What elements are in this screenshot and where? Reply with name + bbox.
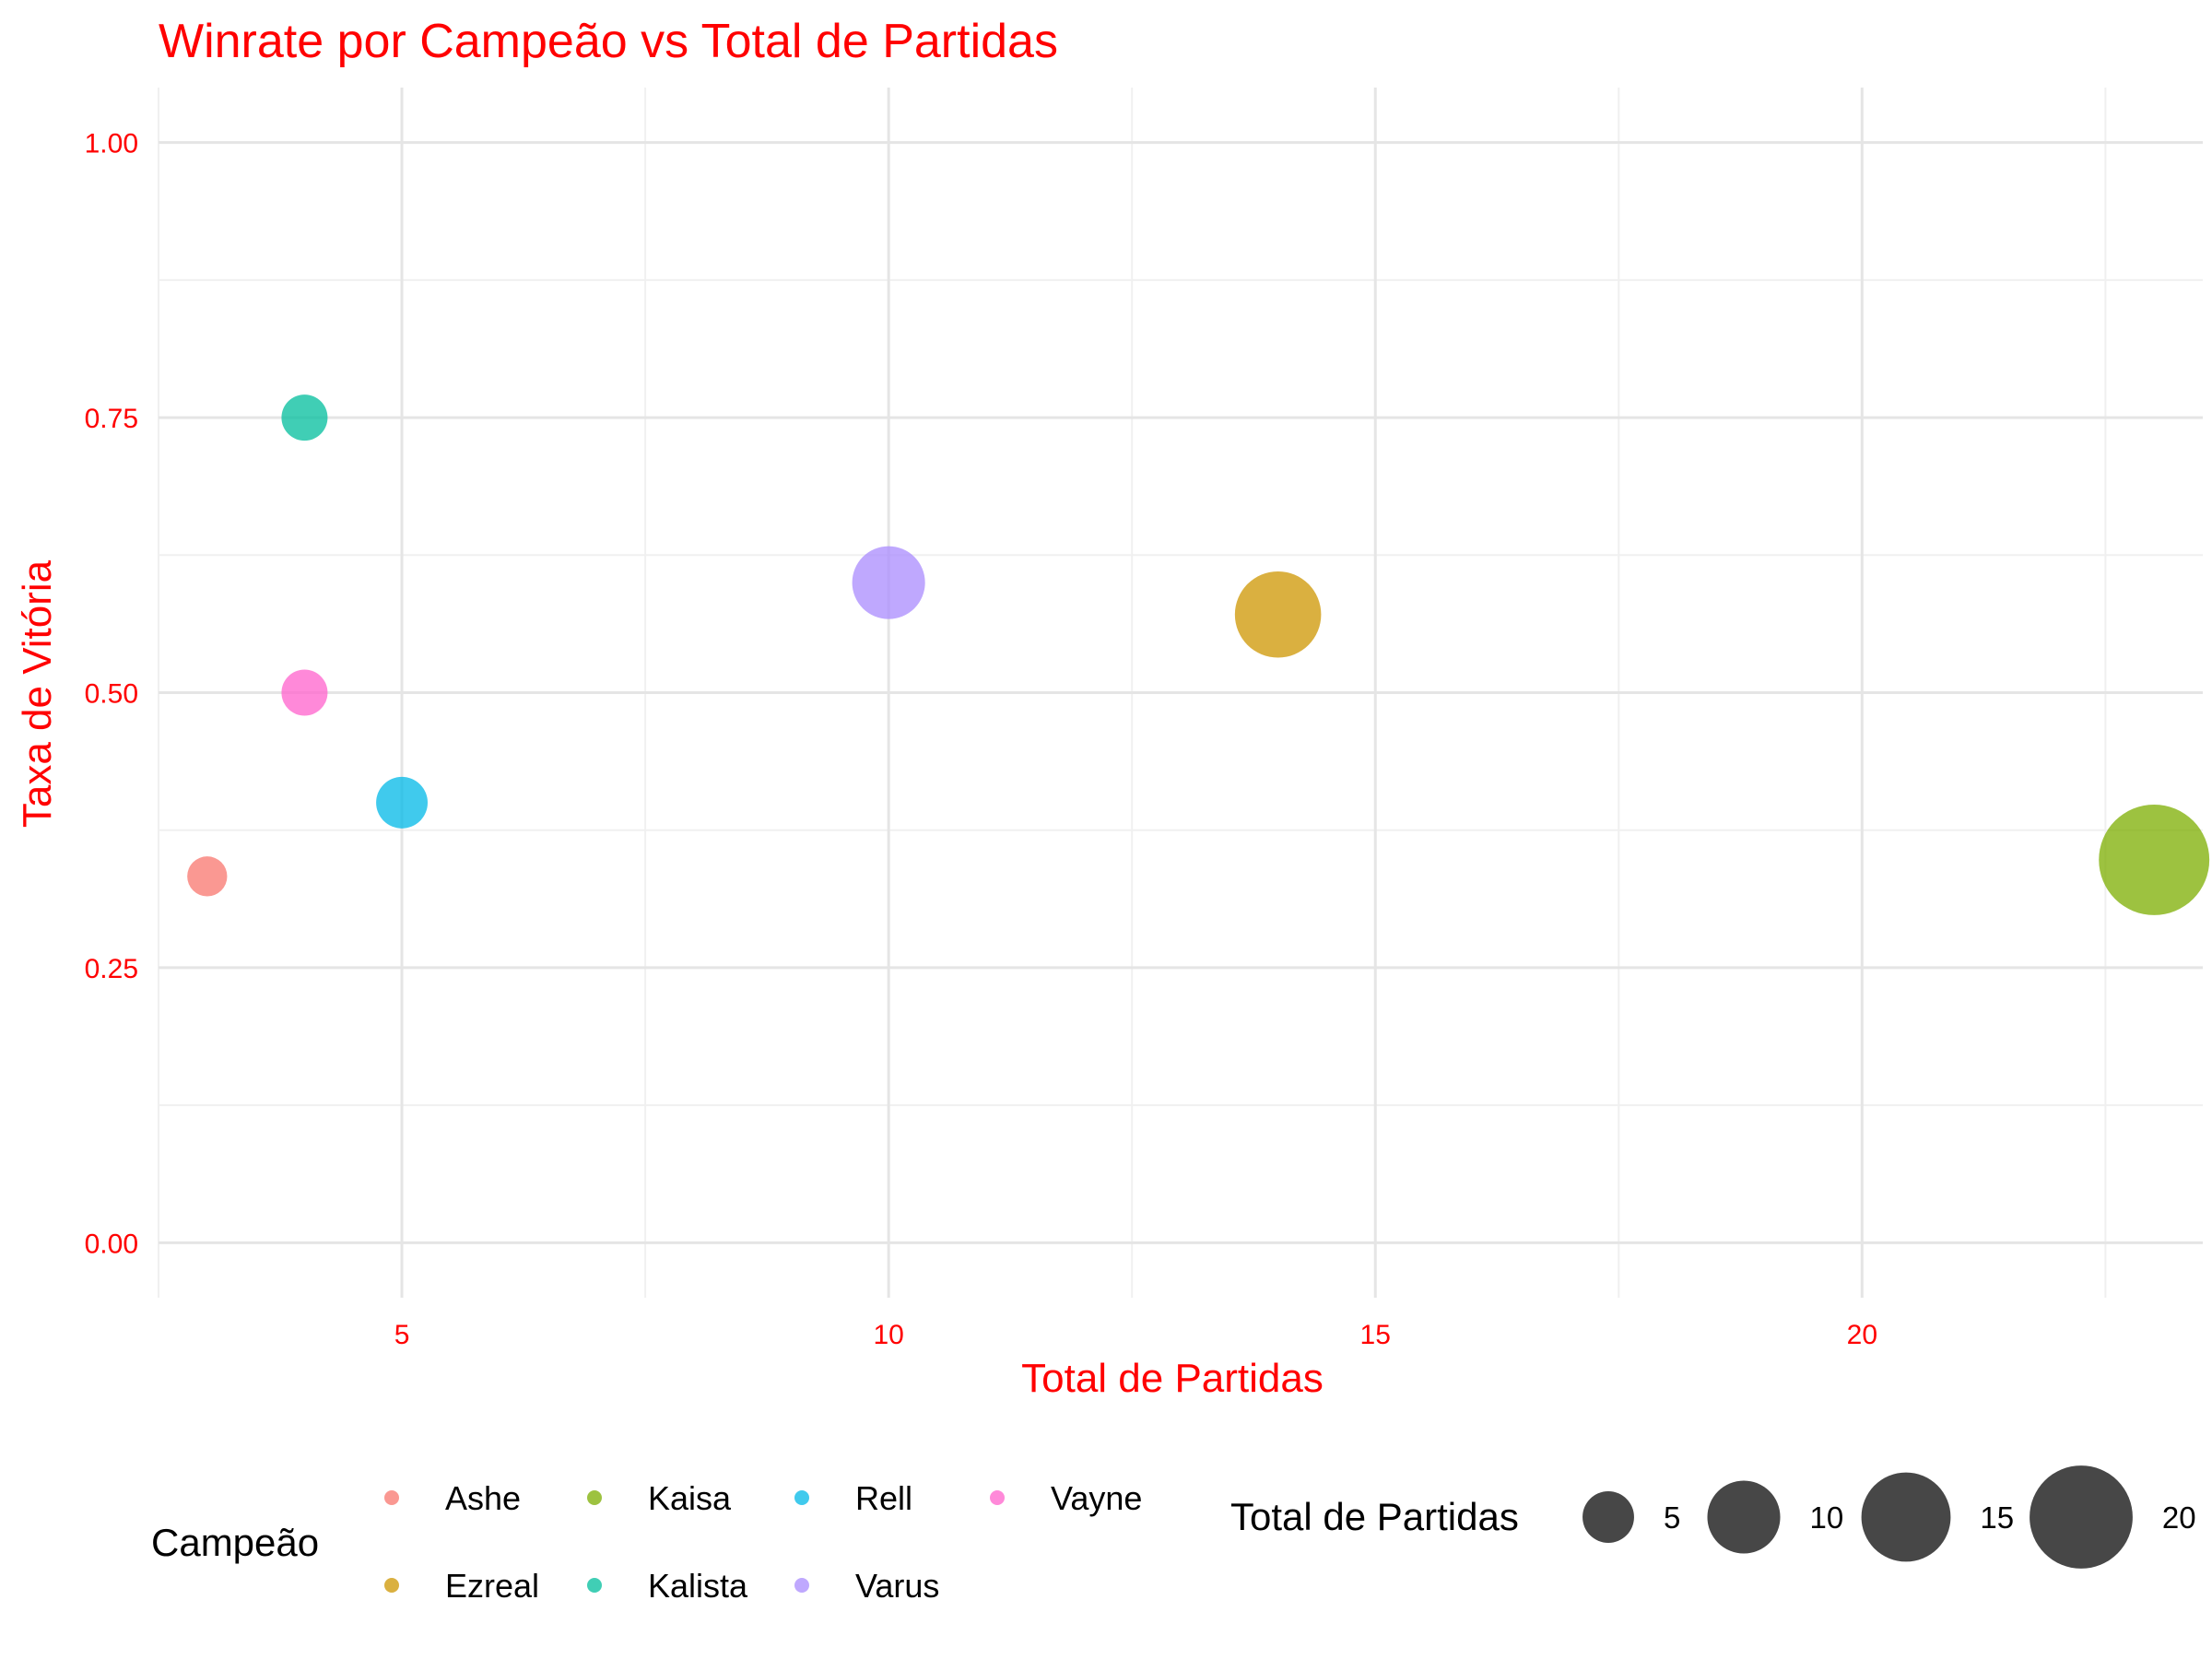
- legend-key-rell: [794, 1490, 809, 1505]
- x-axis-title: Total de Partidas: [1021, 1356, 1324, 1401]
- legend-key-vayne: [990, 1490, 1005, 1505]
- legend-label-varus: Varus: [855, 1567, 939, 1605]
- size-key-15: [1861, 1472, 1951, 1562]
- x-tick-label: 15: [1360, 1320, 1391, 1350]
- x-tick-label: 20: [1847, 1320, 1877, 1350]
- legend-label-ashe: Ashe: [445, 1479, 521, 1517]
- data-point-ashe: [187, 856, 228, 897]
- size-key-label-15: 15: [1980, 1500, 2014, 1535]
- size-key-10: [1707, 1480, 1781, 1554]
- y-axis-title: Taxa de Vitória: [15, 559, 60, 828]
- data-point-kaisa: [2099, 804, 2210, 915]
- data-point-kalista: [281, 394, 328, 441]
- legend-key-ezreal: [384, 1578, 399, 1593]
- legend-label-ezreal: Ezreal: [445, 1567, 539, 1605]
- y-tick-labels: 0.00 0.25 0.50 0.75 1.00: [85, 129, 138, 1260]
- color-legend: Campeão Ashe Kaisa Rell Vayne Ezreal Kalista V…: [151, 1479, 1142, 1605]
- size-key-label-5: 5: [1664, 1500, 1680, 1535]
- y-tick-label: 0.25: [85, 954, 138, 984]
- size-key-label-10: 10: [1810, 1500, 1844, 1535]
- legend-label-rell: Rell: [855, 1479, 912, 1517]
- data-point-rell: [376, 776, 428, 829]
- chart-title: Winrate por Campeão vs Total de Partidas: [159, 15, 1058, 68]
- legend-key-kalista: [587, 1578, 602, 1593]
- size-legend-title: Total de Partidas: [1230, 1495, 1519, 1538]
- data-point-ezreal: [1234, 571, 1322, 658]
- size-key-label-20: 20: [2162, 1500, 2196, 1535]
- x-tick-label: 10: [873, 1320, 903, 1350]
- legend-key-kaisa: [587, 1490, 602, 1505]
- x-tick-labels: 5 10 15 20: [394, 1320, 1877, 1350]
- y-tick-label: 0.00: [85, 1229, 138, 1259]
- legend-label-kaisa: Kaisa: [648, 1479, 732, 1517]
- data-point-vayne: [281, 669, 328, 716]
- data-point-varus: [852, 546, 925, 619]
- y-tick-label: 0.75: [85, 404, 138, 434]
- legend-key-ashe: [384, 1490, 399, 1505]
- legend-label-vayne: Vayne: [1051, 1479, 1142, 1517]
- data-points: [187, 394, 2210, 915]
- color-legend-title: Campeão: [151, 1521, 319, 1564]
- grid: [158, 88, 2203, 1298]
- y-tick-label: 0.50: [85, 679, 138, 710]
- size-legend: Total de Partidas 5 10 15 20: [1230, 1465, 2196, 1569]
- size-key-5: [1583, 1491, 1634, 1543]
- size-key-20: [2030, 1465, 2133, 1569]
- y-tick-label: 1.00: [85, 129, 138, 159]
- x-tick-label: 5: [394, 1320, 410, 1350]
- legend-label-kalista: Kalista: [648, 1567, 748, 1605]
- legend-key-varus: [794, 1578, 809, 1593]
